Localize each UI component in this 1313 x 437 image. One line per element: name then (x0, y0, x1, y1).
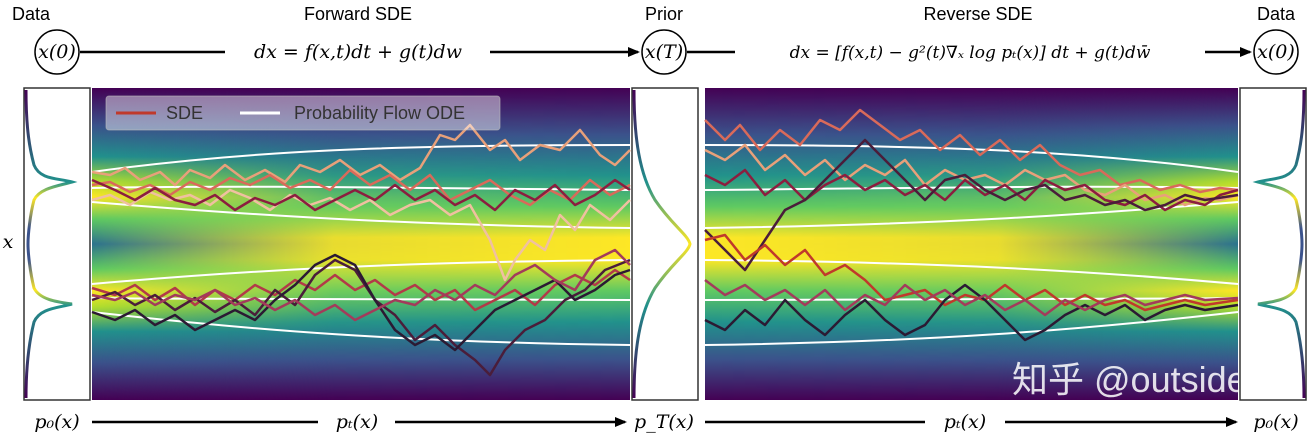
y-axis-label: x (3, 231, 14, 253)
reverse-sde-paths (704, 108, 1239, 342)
legend-sde-label: SDE (166, 103, 203, 123)
bottom-p0-right: p₀(x) (1253, 411, 1298, 433)
reverse-heatmap: 知乎 @outside (704, 88, 1247, 400)
density-panel-right (1239, 87, 1307, 401)
header-forward-sde-label: Forward SDE (304, 4, 412, 24)
density-curve-prior (632, 89, 692, 399)
watermark: 知乎 @outside (1012, 359, 1247, 400)
density-curve-right (1252, 89, 1306, 399)
node-xT-label: x(T) (645, 41, 683, 63)
header-data-left-label: Data (12, 4, 51, 24)
header-prior-label: Prior (645, 4, 683, 24)
density-curve-left (24, 89, 78, 399)
header-reverse-sde-label: Reverse SDE (923, 4, 1032, 24)
node-x0-left-label: x(0) (38, 41, 76, 63)
node-x0-right-label: x(0) (1257, 41, 1295, 63)
node-x0-left: x(0) (34, 29, 80, 75)
node-xT: x(T) (641, 29, 687, 75)
density-panel-left (23, 87, 91, 401)
forward-sde-paths (91, 123, 631, 377)
legend: SDE Probability Flow ODE (105, 95, 501, 131)
density-panel-prior (631, 87, 699, 401)
bottom-pt-left: pₜ(x) (336, 411, 378, 433)
bottom-p0-left: p₀(x) (34, 411, 79, 433)
node-x0-right: x(0) (1253, 29, 1299, 75)
header-data-right-label: Data (1257, 4, 1296, 24)
bottom-pt-right: pₜ(x) (944, 411, 986, 433)
reverse-sde-equation: dx = [f(x,t) − g²(t)∇ₓ log pₜ(x)] dt + g… (790, 43, 1151, 63)
legend-ode-label: Probability Flow ODE (294, 103, 465, 123)
forward-sde-equation: dx = f(x,t)dt + g(t)dw (254, 41, 462, 63)
forward-heatmap: SDE Probability Flow ODE (91, 88, 631, 400)
bottom-pT: p_T(x) (634, 411, 694, 433)
